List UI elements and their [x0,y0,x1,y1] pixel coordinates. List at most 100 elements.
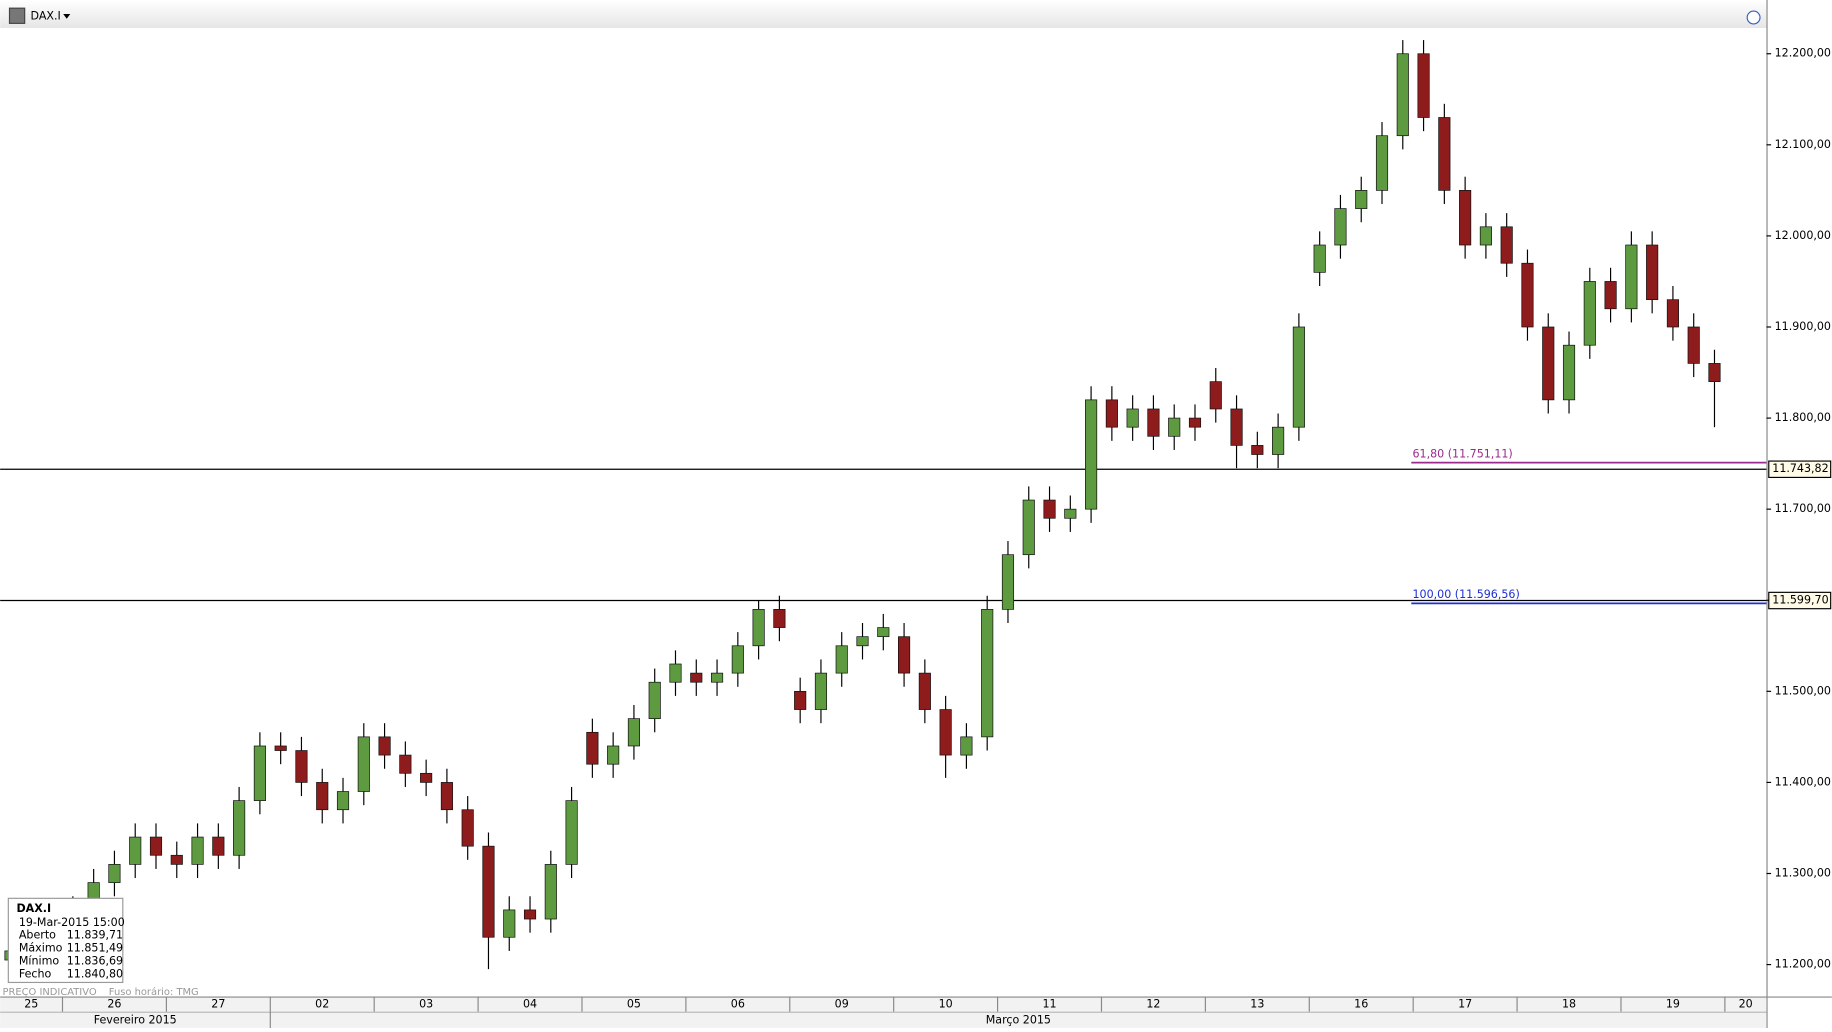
candle-body [669,663,682,683]
candle-body [1562,344,1576,401]
y-tick-label: 11.400,00 [1775,775,1831,788]
candle-body [253,745,266,801]
candle-body [939,709,952,756]
candle-body [170,854,183,865]
x-tick-label: 03 [419,998,433,1011]
candle-body [544,864,557,920]
candle-body [1230,408,1243,446]
info-label: Aberto [19,929,56,942]
candle-body [233,800,246,856]
info-value: 11.840,80 [67,967,123,980]
candle-body [1209,381,1222,410]
info-label: Máximo [19,942,63,955]
y-tick-label: 11.900,00 [1775,320,1831,333]
month-label: Março 2015 [986,1013,1051,1026]
price-tag-label: 11.743,82 [1772,462,1828,475]
x-tick-label: 09 [835,998,849,1011]
header-bar [0,0,1767,29]
candle-body [898,636,911,674]
symbol[interactable]: DAX.I [31,9,61,22]
candle-body [1604,281,1617,310]
x-tick-label: 04 [523,998,537,1011]
dropdown-arrow[interactable] [63,14,71,19]
candle-body [149,836,163,856]
y-tick-label: 12.100,00 [1775,138,1831,151]
candle-body [1043,499,1056,519]
candle-body [1022,499,1035,556]
candle-body [482,845,495,938]
candle-body [1708,363,1721,382]
y-tick-label: 12.200,00 [1775,47,1831,60]
x-tick-label: 16 [1354,998,1368,1011]
x-tick-label: 18 [1562,998,1576,1011]
footer: PREÇO INDICATIVO Fuso horário: TMG [2,986,198,998]
candle-body [1272,426,1285,455]
candle-body [1666,299,1679,328]
candle-body [191,836,204,865]
candle-body [212,836,225,856]
x-tick-label: 10 [939,998,953,1011]
x-tick-label: 20 [1739,998,1753,1011]
candle-body [1417,53,1430,118]
candle-body [1251,445,1264,455]
info-title: DAX.I [17,902,52,915]
info-value: 11.836,69 [67,954,123,967]
candle-body [1313,244,1326,273]
candle-body [794,690,807,710]
candle-body [316,782,329,811]
candle-body [1646,244,1659,301]
info-value: 11.839,71 [67,929,123,942]
candle-body [336,791,350,811]
footer-timezone: Fuso horário: TMG [109,986,199,998]
candle-body [690,672,703,683]
x-tick-label: 13 [1250,998,1264,1011]
candle-body [752,609,765,647]
candle-body [1542,326,1555,401]
candle-body [1188,417,1202,428]
candle-body [399,754,412,774]
clock-icon[interactable] [1746,10,1761,25]
y-tick-label: 11.800,00 [1775,411,1831,424]
info-label: Mínimo [19,954,60,967]
candle-body [1085,399,1098,510]
candle-body [1479,226,1492,246]
candle-body [1375,135,1389,191]
info-box: DAX.I 19-Mar-2015 15:00 Aberto 11.839,71 M… [7,897,125,984]
candle-body [731,645,744,674]
candle-body [648,681,661,720]
price-tag-label: 11.599,70 [1772,594,1828,607]
candle-body [918,672,931,710]
candle-body [129,836,142,865]
candle-body [357,736,370,792]
price-tag [1768,591,1832,610]
x-tick-label: 27 [211,998,225,1011]
candle-body [378,736,391,756]
y-tick-label: 12.000,00 [1775,229,1831,242]
candle-body [420,772,433,783]
candle-body [773,609,786,628]
info-value: 11.851,49 [67,942,123,955]
candle-body [1459,190,1472,246]
candle-body [1001,554,1015,610]
candle-body [877,627,890,638]
candle-body [1396,53,1409,137]
candle-body [981,609,994,738]
candle-body [440,782,453,811]
x-tick-label: 06 [731,998,745,1011]
candle-body [1126,408,1139,428]
y-tick-label: 11.200,00 [1775,958,1831,971]
candle-body [274,745,287,751]
x-tick-label: 25 [24,998,38,1011]
candle-body [295,750,308,783]
candle-body [1064,508,1077,519]
candle-body [1334,208,1347,246]
x-tick-label: 17 [1458,998,1472,1011]
candle-body [565,800,578,865]
candle-body [1355,190,1368,209]
candle-body [710,672,724,683]
candle-body [1168,417,1181,437]
candle-body [1521,262,1534,328]
fib-label: 100,00 (11.596,56) [1412,588,1519,601]
